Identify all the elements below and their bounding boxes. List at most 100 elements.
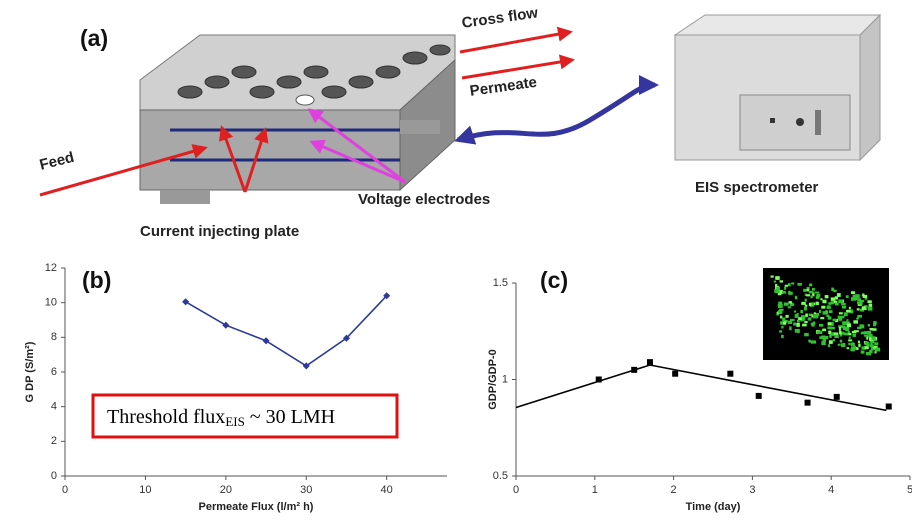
speckle: [793, 322, 797, 326]
plate-arrow: [243, 127, 269, 193]
speckle: [846, 309, 851, 312]
y-tick-label: 0: [51, 470, 57, 482]
speckle: [779, 330, 783, 333]
speckle: [821, 335, 826, 339]
speckle: [850, 342, 855, 347]
speckle: [830, 326, 835, 330]
link-arrow: [454, 75, 659, 145]
speckle: [775, 283, 778, 287]
speckle: [874, 351, 877, 354]
speckle: [822, 299, 827, 304]
speckle: [850, 347, 855, 352]
x-tick-label: 20: [220, 484, 232, 496]
speckle: [868, 333, 873, 338]
speckle: [807, 317, 812, 321]
speckle: [814, 291, 820, 294]
speckle: [785, 314, 789, 318]
speckle: [847, 333, 852, 336]
speckle: [843, 326, 847, 331]
speckle: [815, 295, 820, 299]
speckle: [850, 291, 856, 295]
speckle: [855, 294, 860, 298]
x-tick-label: 0: [62, 484, 68, 496]
speckle: [793, 310, 797, 313]
speckle: [869, 344, 874, 348]
speckle: [809, 283, 813, 287]
speckle: [813, 312, 817, 315]
annotation-text: Threshold flux: [107, 406, 225, 428]
speckle: [866, 351, 871, 356]
annotation-sub: EIS: [225, 414, 245, 429]
speckle: [801, 301, 806, 305]
panel-label: (b): [82, 267, 111, 293]
speckle: [860, 331, 865, 335]
speckle: [812, 321, 816, 324]
speckle: [808, 313, 813, 317]
speckle: [800, 309, 803, 314]
speckle: [857, 326, 862, 329]
speckle: [804, 304, 808, 307]
speckle: [784, 284, 788, 287]
speckle: [837, 343, 841, 346]
plate-label: Current injecting plate: [140, 223, 299, 240]
speckle: [828, 330, 832, 335]
speckle: [834, 334, 839, 339]
speckle: [833, 289, 837, 293]
speckle: [862, 294, 868, 298]
speckle: [828, 344, 831, 348]
speckle: [828, 340, 833, 344]
speckle: [864, 297, 868, 300]
speckle: [848, 342, 851, 346]
speckle: [778, 290, 783, 294]
point: [646, 359, 653, 366]
speckle: [780, 321, 784, 325]
cross-flow-arrow: [459, 26, 573, 54]
speckle: [808, 339, 811, 343]
speckle: [868, 303, 873, 307]
speckle: [784, 286, 787, 290]
speckle: [845, 295, 849, 299]
x-tick-label: 10: [139, 484, 151, 496]
feed-label: Feed: [38, 149, 76, 174]
speckle: [846, 321, 850, 326]
speckle: [861, 346, 867, 350]
electrodes-label: Voltage electrodes: [358, 191, 490, 208]
speckle: [829, 334, 832, 338]
speckle: [838, 326, 841, 331]
spectrometer: [673, 13, 882, 162]
speckle: [770, 275, 774, 278]
speckle: [824, 335, 829, 340]
speckle: [811, 340, 817, 344]
speckle: [808, 290, 814, 294]
speckle: [845, 327, 850, 332]
speckle: [853, 345, 857, 350]
speckle: [773, 280, 777, 283]
annotation-rest: ~ 30 LMH: [245, 406, 335, 428]
speckle: [776, 286, 780, 291]
point: [885, 403, 892, 410]
speckle: [873, 321, 877, 325]
speckle: [834, 296, 839, 300]
speckle: [812, 292, 815, 297]
speckle: [820, 298, 823, 301]
point: [262, 337, 270, 345]
speckle: [808, 302, 812, 307]
speckle: [869, 337, 874, 341]
speckle: [790, 303, 795, 306]
speckle: [783, 321, 787, 325]
speckle: [822, 311, 827, 315]
speckle: [779, 280, 784, 283]
speckle: [848, 306, 851, 310]
permeate-label: Permeate: [469, 74, 538, 100]
inset-texture: [770, 275, 881, 356]
speckle: [862, 293, 865, 297]
speckle: [821, 305, 826, 309]
speckle: [811, 288, 815, 291]
speckle: [839, 300, 842, 303]
speckle: [864, 342, 869, 345]
speckle: [852, 333, 856, 337]
annotation: Threshold fluxEIS ~ 30 LMH: [107, 406, 335, 429]
point: [672, 370, 679, 377]
speckle: [804, 332, 809, 337]
speckle: [809, 302, 814, 307]
